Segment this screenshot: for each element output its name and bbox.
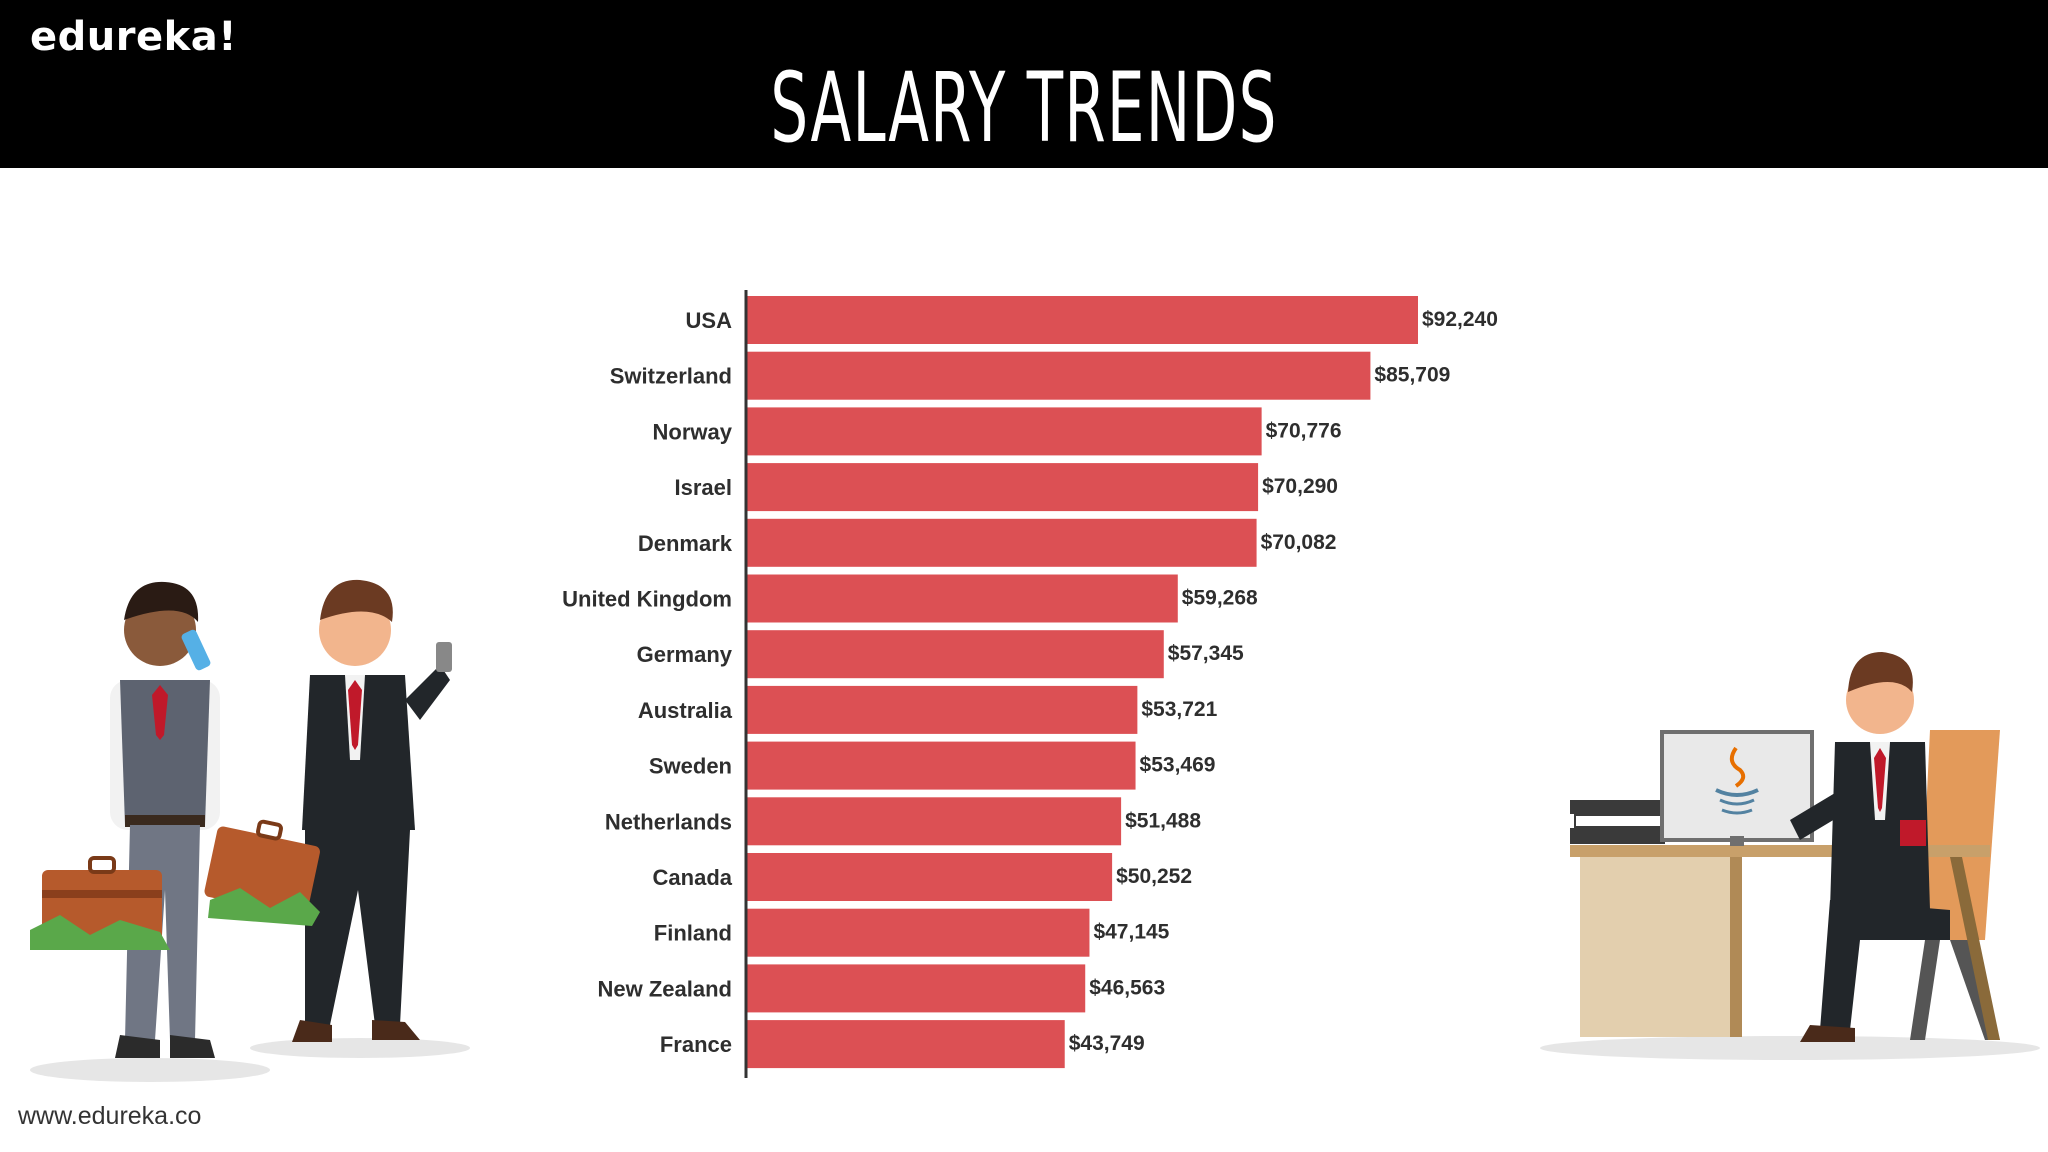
category-label: Sweden xyxy=(649,754,732,779)
category-label: France xyxy=(660,1032,732,1057)
bar-5 xyxy=(746,574,1178,623)
value-label: $47,145 xyxy=(1093,921,1169,944)
bar-3 xyxy=(746,463,1259,512)
brand-logo: edureka! xyxy=(30,14,237,60)
value-label: $43,749 xyxy=(1069,1032,1145,1055)
value-label: $85,709 xyxy=(1374,364,1450,387)
category-label: Canada xyxy=(653,865,733,890)
category-label: Denmark xyxy=(638,531,733,556)
category-label: United Kingdom xyxy=(562,587,732,612)
bar-0 xyxy=(746,296,1418,344)
category-label: Germany xyxy=(637,642,733,667)
footer-url: www.edureka.co xyxy=(18,1102,202,1130)
value-label: $53,469 xyxy=(1140,754,1216,777)
developer-at-desk-icon xyxy=(1540,652,2040,1060)
bar-11 xyxy=(746,908,1090,957)
java-logo-icon xyxy=(1715,746,1759,815)
value-label: $57,345 xyxy=(1168,642,1244,665)
category-label: Netherlands xyxy=(605,809,732,834)
category-label: USA xyxy=(686,308,733,333)
bar-1 xyxy=(746,351,1371,400)
category-label: Finland xyxy=(654,921,732,946)
value-label: $46,563 xyxy=(1089,976,1165,999)
value-label: $70,776 xyxy=(1266,419,1342,442)
bar-6 xyxy=(746,630,1164,679)
category-label: Australia xyxy=(638,698,733,723)
bars-layer: USA $92,240 Switzerland $85,709 Norway $70,77… xyxy=(562,296,1498,1069)
value-label: $53,721 xyxy=(1141,698,1217,721)
category-label: New Zealand xyxy=(598,976,732,1001)
category-label: Israel xyxy=(675,475,733,500)
bar-7 xyxy=(746,685,1138,734)
category-label: Norway xyxy=(653,419,733,444)
value-label: $70,290 xyxy=(1262,475,1338,498)
category-label: Switzerland xyxy=(610,364,732,389)
value-label: $70,082 xyxy=(1261,531,1337,554)
bar-12 xyxy=(746,964,1086,1013)
bar-4 xyxy=(746,518,1257,567)
bar-9 xyxy=(746,797,1122,846)
page-title: SALARY TRENDS xyxy=(770,52,1278,164)
value-label: $51,488 xyxy=(1125,809,1201,832)
bar-8 xyxy=(746,741,1136,790)
bar-2 xyxy=(746,407,1262,456)
value-label: $50,252 xyxy=(1116,865,1192,888)
header-bar: edureka! SALARY TRENDS xyxy=(0,0,2048,168)
businessmen-with-briefcases-icon xyxy=(30,579,470,1082)
value-label: $92,240 xyxy=(1422,308,1498,331)
value-label: $59,268 xyxy=(1182,587,1258,610)
bar-13 xyxy=(746,1020,1065,1069)
bar-10 xyxy=(746,853,1113,901)
